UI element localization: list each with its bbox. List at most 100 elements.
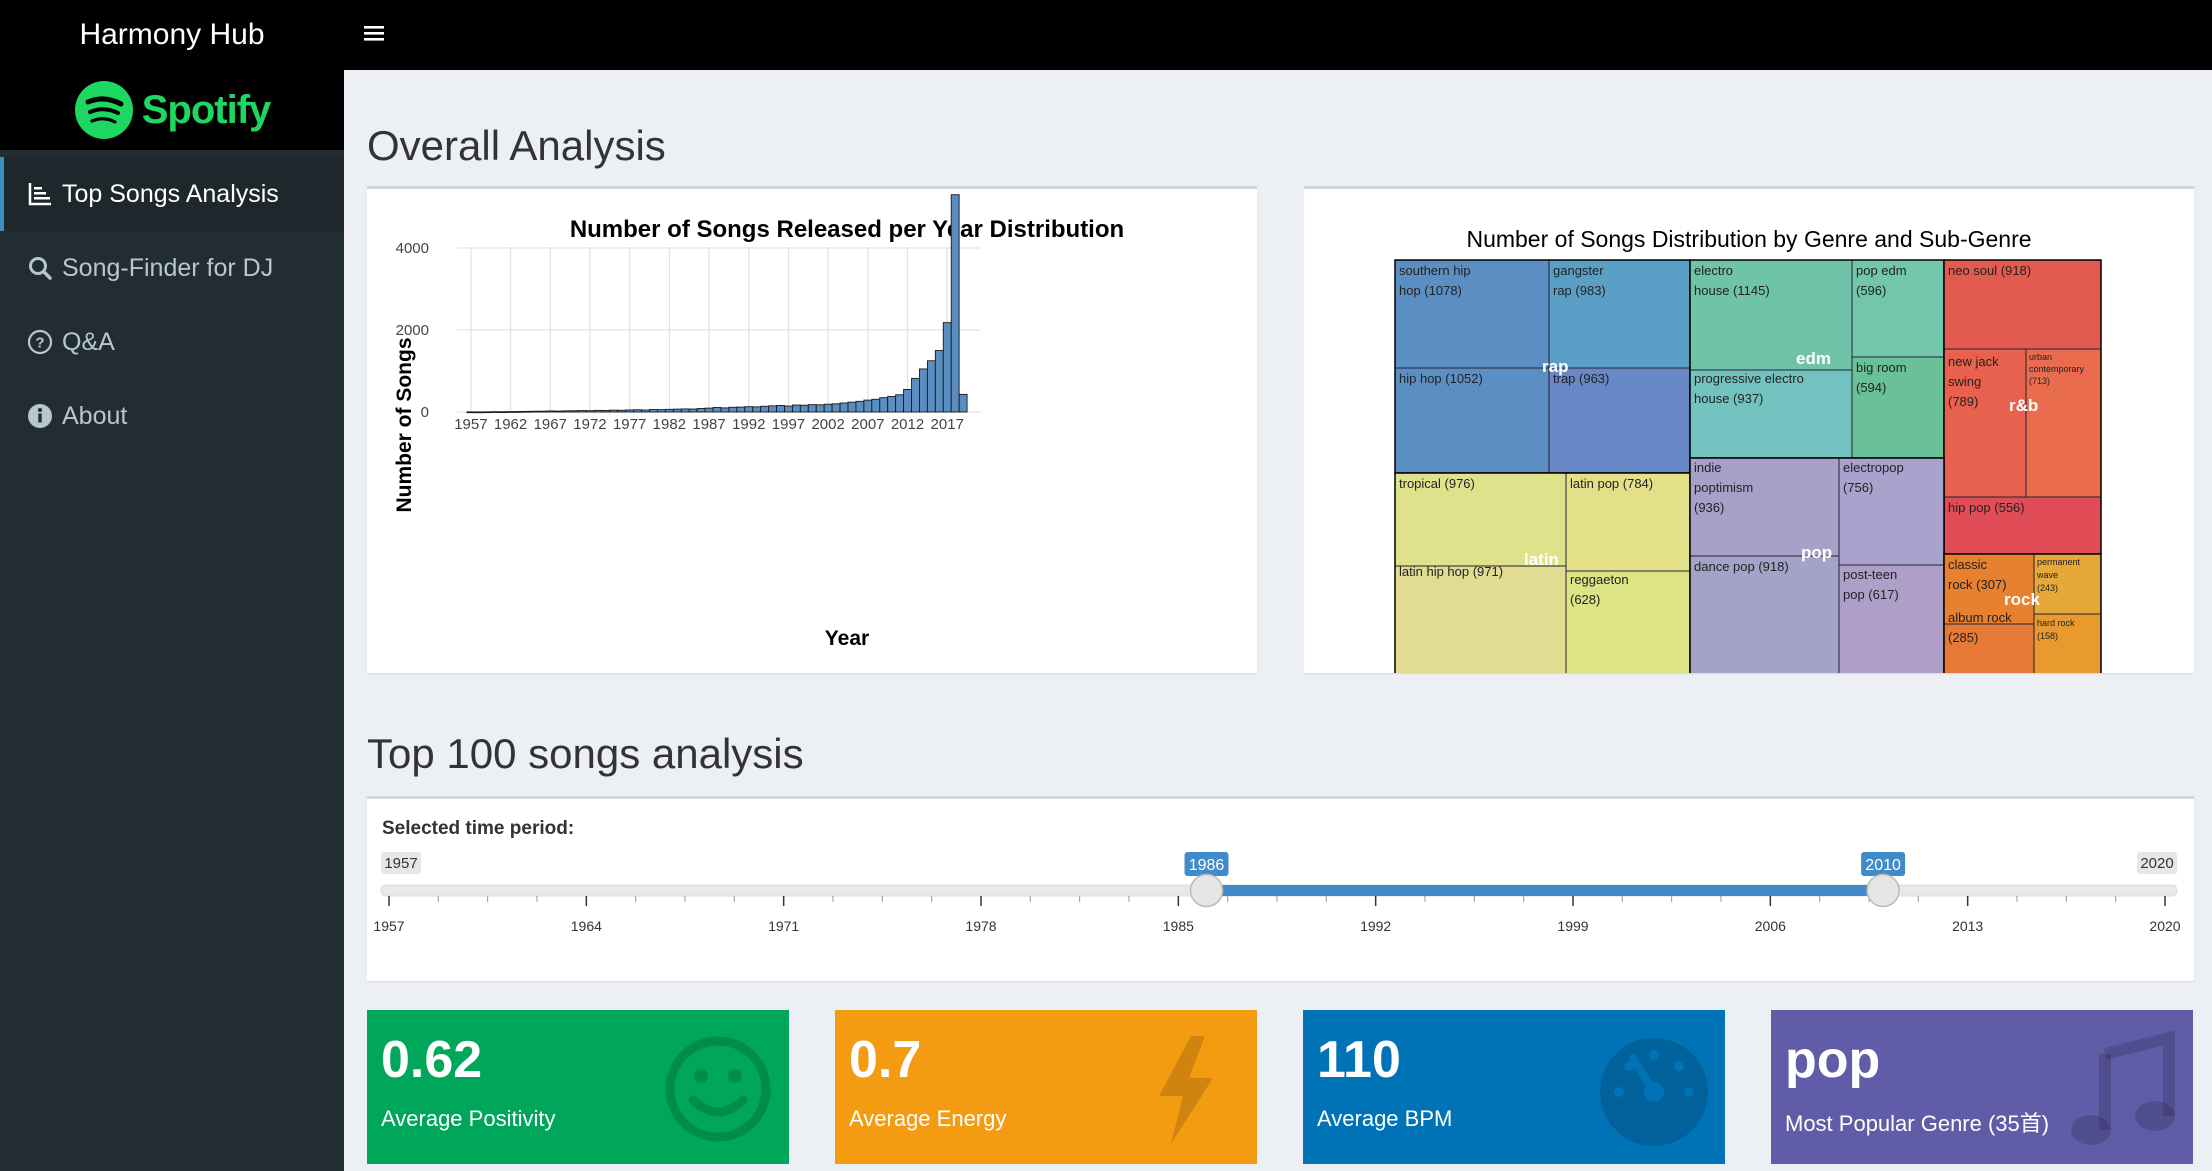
- sidebar-item-about[interactable]: About: [0, 379, 344, 453]
- sidebar-item-song-finder[interactable]: Song-Finder for DJ: [0, 231, 344, 305]
- histogram-bar: [839, 402, 849, 413]
- svg-text:album rock(285): album rock (285): [1948, 610, 2012, 645]
- histogram-bar: [823, 403, 833, 413]
- histogram-bar: [529, 410, 539, 413]
- histogram-bar: [895, 394, 905, 413]
- histogram-xtick-label: 1997: [772, 416, 805, 433]
- energy-label: Average Energy: [849, 1106, 1007, 1131]
- section-title-top100: Top 100 songs analysis: [367, 730, 804, 777]
- svg-text:dance pop (918): dance pop (918): [1694, 559, 1789, 574]
- histogram-bar: [490, 411, 500, 413]
- svg-text:pop edm(596): pop edm (596): [1856, 263, 1907, 298]
- histogram-bar: [609, 409, 619, 413]
- spotify-wordmark: Spotify: [141, 87, 272, 132]
- histogram-bar: [498, 411, 508, 414]
- treemap-box: Number of Songs Distribution by Genre an…: [1304, 186, 2194, 697]
- genre-label: Most Popular Genre (35首): [1785, 1111, 2050, 1136]
- treemap-title: Number of Songs Distribution by Genre an…: [1466, 226, 2031, 252]
- genre-treemap: Number of Songs Distribution by Genre an…: [1394, 226, 2102, 697]
- svg-text:trap (963): trap (963): [1553, 371, 1609, 386]
- slider-handle-to[interactable]: 2010: [1861, 852, 1906, 908]
- treemap-cell-indie-poptimism: [1689, 457, 1840, 557]
- histogram-box: Number of Songs Released per Year Distri…: [367, 186, 1257, 673]
- slider-from-label: 1986: [1189, 857, 1225, 874]
- svg-text:rap: rap: [1542, 357, 1568, 376]
- sidebar-item-top-songs-analysis[interactable]: Top Songs Analysis: [0, 157, 344, 231]
- treemap-cell-hip-pop: [1943, 496, 2102, 555]
- histogram-bar: [688, 408, 698, 413]
- histogram-bar: [863, 399, 873, 413]
- treemap-cell-progressive-electro-house: [1689, 369, 1853, 459]
- histogram-bar: [514, 411, 523, 413]
- slider-label: Selected time period:: [382, 818, 575, 839]
- histogram-xtick-label: 2012: [891, 416, 924, 433]
- sidebar-item-label: Top Songs Analysis: [62, 179, 279, 208]
- histogram-bar: [799, 404, 809, 413]
- histogram-xtick-label: 1972: [573, 416, 606, 433]
- slider-handle-from[interactable]: 1986: [1184, 852, 1229, 908]
- svg-text:?: ?: [35, 335, 44, 352]
- sidebar-item-label: About: [62, 401, 128, 430]
- svg-text:edm: edm: [1796, 349, 1831, 368]
- histogram-xtick-label: 1967: [534, 416, 567, 433]
- svg-text:latin hip hop (971): latin hip hop (971): [1399, 564, 1503, 579]
- slider-tick-label: 1971: [768, 918, 799, 934]
- histogram-bar: [776, 404, 785, 413]
- histogram-bar: [553, 410, 563, 413]
- time-period-slider[interactable]: 1957 2020 1957 1964 1971 1978 1985 1992 1999 20…: [367, 796, 2194, 978]
- positivity-label: Average Positivity: [381, 1106, 556, 1131]
- treemap-cell-trap: [1548, 367, 1691, 474]
- histogram-bar: [664, 408, 674, 413]
- slider-tick-label: 2006: [1755, 918, 1786, 934]
- histogram-bar: [633, 409, 643, 413]
- sidebar-item-qa[interactable]: ? Q&A: [0, 305, 344, 379]
- histogram-bar: [871, 398, 881, 413]
- histogram-bar: [942, 322, 952, 413]
- value-box-bpm: 110 Average BPM: [1303, 1010, 1725, 1164]
- histogram-bar: [657, 409, 666, 413]
- sidebar-item-label: Song-Finder for DJ: [62, 253, 274, 282]
- svg-text:latin pop (784): latin pop (784): [1570, 476, 1653, 491]
- histogram-bar: [744, 406, 754, 413]
- histogram-bar: [641, 409, 650, 413]
- slider-selected-range: [1206, 885, 1884, 896]
- histogram-bar: [911, 377, 920, 413]
- histogram-xlabel: Year: [825, 627, 869, 650]
- slider-to-label: 2010: [1865, 857, 1901, 874]
- histogram-bar: [672, 408, 682, 413]
- smile-icon: [665, 1036, 771, 1142]
- treemap-cell-urban-contemporary: [2025, 348, 2102, 498]
- histogram-bar: [831, 403, 841, 413]
- histogram-bar: [617, 409, 627, 413]
- treemap-cell-classic-rock: [1943, 553, 2035, 625]
- treemap-cell-new-jack-swing: [1943, 348, 2027, 498]
- histogram-xtick-label: 1977: [613, 416, 646, 433]
- histogram-bar: [847, 401, 857, 413]
- histogram-bar: [545, 410, 555, 413]
- chart-icon: [24, 178, 56, 210]
- app-title: Harmony Hub: [0, 0, 344, 70]
- svg-text:reggaeton(628): reggaeton (628): [1570, 572, 1629, 607]
- histogram-bar: [950, 194, 960, 413]
- histogram-ytick-label: 0: [421, 404, 429, 421]
- svg-text:hard rock(158): hard rock (158): [2037, 618, 2075, 641]
- histogram-bar: [649, 409, 658, 413]
- histogram-bar: [569, 410, 579, 413]
- histogram-bar: [768, 405, 777, 413]
- histogram-xtick-label: 1962: [494, 416, 527, 433]
- svg-text:big room(594): big room (594): [1856, 360, 1907, 395]
- histogram-ytick-label: 4000: [396, 240, 429, 257]
- bpm-label: Average BPM: [1317, 1106, 1453, 1131]
- hamburger-icon[interactable]: [364, 20, 394, 50]
- histogram-bar: [601, 409, 611, 413]
- treemap-cell-hip-hop: [1394, 367, 1550, 474]
- histogram-bar: [855, 400, 865, 413]
- histogram-bar: [919, 368, 928, 413]
- slider-tick-label: 1957: [373, 918, 404, 934]
